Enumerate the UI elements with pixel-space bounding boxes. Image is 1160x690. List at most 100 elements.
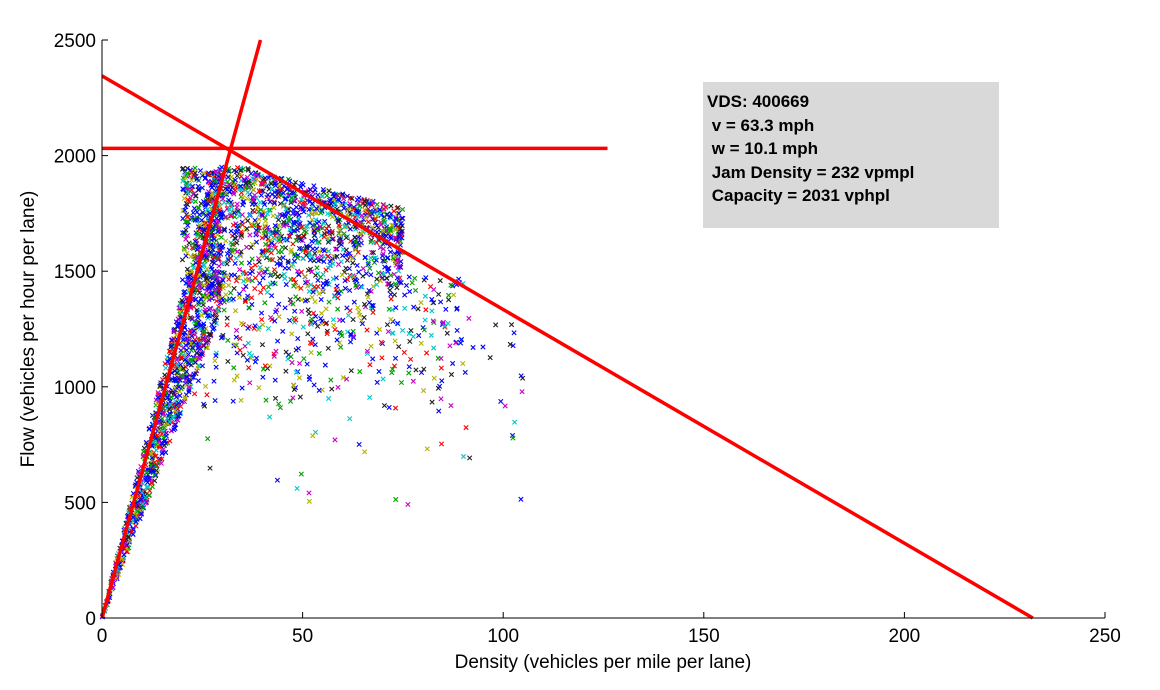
scatter-point [276, 301, 282, 307]
scatter-point [280, 328, 286, 334]
scatter-point [368, 343, 374, 349]
scatter-point [446, 292, 452, 298]
scatter-point [254, 172, 260, 178]
scatter-point [396, 210, 402, 216]
y-tick-label: 0 [85, 609, 96, 630]
scatter-point [247, 380, 253, 386]
scatter-point [148, 461, 154, 467]
scatter-point [263, 241, 269, 247]
scatter-point [167, 438, 173, 444]
scatter-point [269, 240, 275, 246]
scatter-point [197, 222, 203, 228]
scatter-point [346, 206, 352, 212]
scatter-point [395, 204, 401, 211]
scatter-point [421, 366, 427, 372]
scatter-point [283, 281, 289, 288]
scatter-point [380, 376, 386, 382]
scatter-point [291, 228, 298, 234]
scatter-point [220, 196, 226, 202]
scatter-point [214, 315, 220, 321]
scatter-point [134, 508, 141, 514]
scatter-point [338, 242, 344, 248]
scatter-point [291, 258, 298, 264]
scatter-point [189, 245, 195, 251]
scatter-point [240, 202, 246, 208]
scatter-point [502, 403, 508, 409]
scatter-point [149, 480, 155, 486]
scatter-point [180, 165, 186, 171]
y-tick-label: 2000 [54, 147, 96, 168]
scatter-point [374, 379, 380, 385]
scatter-point [183, 227, 189, 233]
scatter-point [366, 201, 372, 207]
scatter-point [142, 499, 148, 506]
scatter-point [319, 318, 325, 324]
scatter-point [282, 275, 288, 282]
scatter-point [225, 358, 231, 364]
scatter-point [250, 196, 256, 202]
scatter-point [301, 356, 307, 362]
scatter-point [215, 307, 221, 314]
scatter-point [384, 281, 391, 287]
scatter-point [217, 207, 223, 213]
scatter-point [391, 208, 397, 214]
scatter-point [282, 237, 289, 243]
scatter-point [206, 269, 212, 275]
scatter-point [194, 231, 201, 237]
scatter-point [235, 210, 241, 216]
scatter-point [309, 294, 315, 300]
scatter-point [180, 299, 186, 305]
scatter-point [385, 328, 392, 335]
scatter-point [189, 344, 196, 351]
x-tick-label: 200 [889, 626, 921, 647]
scatter-point [165, 359, 171, 365]
scatter-point [295, 216, 301, 222]
scatter-point [173, 394, 179, 400]
scatter-point [224, 315, 230, 321]
scatter-point [335, 306, 341, 312]
scatter-point [211, 236, 217, 242]
scatter-point [237, 253, 244, 259]
scatter-point [423, 275, 429, 281]
scatter-point [301, 228, 307, 234]
scatter-point [332, 201, 339, 207]
scatter-point [321, 248, 328, 254]
scatter-point [374, 281, 380, 288]
scatter-point [296, 212, 302, 218]
scatter-point [315, 323, 321, 329]
scatter-point [183, 253, 189, 259]
scatter-point [183, 342, 189, 348]
scatter-point [264, 289, 270, 295]
scatter-point [269, 191, 275, 197]
scatter-point [245, 340, 251, 346]
scatter-point [334, 283, 340, 289]
scatter-point [320, 186, 326, 193]
scatter-point [370, 249, 377, 256]
scatter-point [376, 368, 382, 375]
scatter-point [240, 195, 246, 201]
scatter-point [442, 323, 448, 329]
scatter-point [370, 303, 376, 309]
scatter-point [224, 261, 230, 267]
scatter-point [237, 171, 243, 177]
scatter-point [385, 268, 391, 275]
scatter-point [436, 383, 443, 389]
scatter-point [179, 257, 186, 263]
scatter-point [267, 281, 274, 287]
scatter-point [344, 376, 350, 382]
scatter-point [379, 355, 385, 361]
scatter-point [188, 305, 194, 311]
scatter-point [362, 198, 368, 204]
scatter-point [372, 255, 379, 261]
scatter-point [193, 193, 199, 199]
scatter-point [383, 211, 390, 218]
scatter-point [377, 278, 383, 284]
scatter-point [259, 181, 265, 187]
scatter-point [388, 296, 394, 302]
scatter-point [168, 394, 175, 400]
scatter-point [155, 390, 161, 396]
scatter-point [178, 403, 184, 410]
scatter-point [321, 230, 328, 237]
scatter-point [241, 198, 247, 205]
scatter-point [171, 425, 178, 431]
